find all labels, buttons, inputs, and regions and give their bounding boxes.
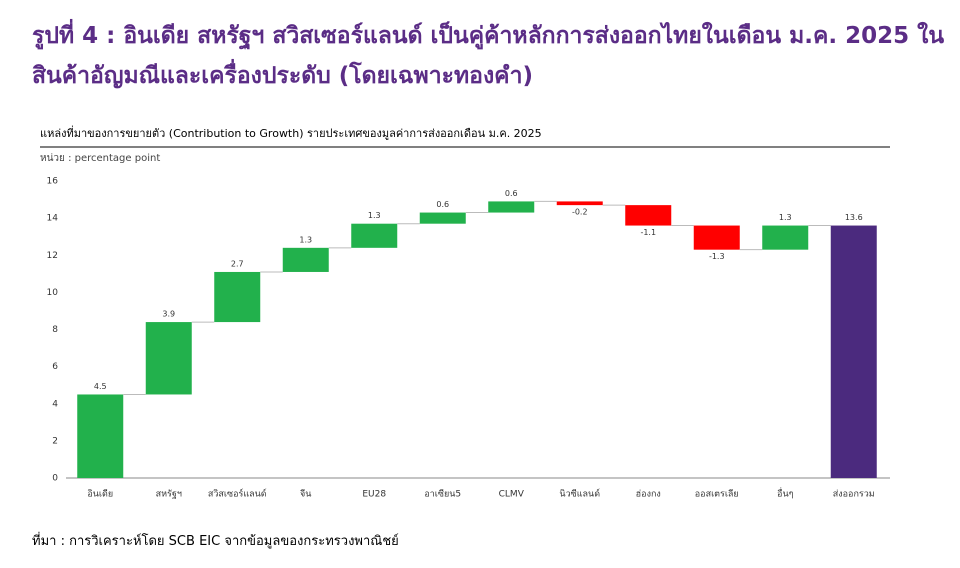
data-label: 1.3 [368, 211, 381, 220]
page-title: รูปที่ 4 : อินเดีย สหรัฐฯ สวิสเซอร์แลนด์… [32, 23, 945, 89]
x-tick-label: อินเดีย [87, 489, 113, 500]
data-label: -0.2 [572, 208, 588, 217]
x-tick-label: สหรัฐฯ [156, 490, 182, 500]
bar [351, 223, 398, 248]
y-tick-label: 6 [52, 362, 58, 372]
data-label: 2.7 [231, 259, 244, 268]
x-tick-label: นิวซีแลนด์ [559, 488, 600, 500]
x-tick-label: CLMV [499, 490, 525, 500]
data-label: -1.1 [640, 228, 656, 237]
x-tick-label: สวิสเซอร์แลนด์ [208, 488, 267, 500]
x-tick-label: ส่งออกรวม [833, 490, 875, 500]
bar [145, 322, 192, 395]
y-tick-label: 8 [52, 325, 58, 335]
x-tick-label: ฮ่องกง [636, 490, 661, 500]
y-tick-label: 2 [52, 436, 58, 446]
x-tick-label: อาเซียน5 [424, 489, 461, 500]
y-tick-label: 12 [47, 251, 58, 261]
y-tick-label: 4 [52, 399, 58, 409]
source: ที่มา : การวิเคราะห์โดย SCB EIC จากข้อมู… [32, 534, 399, 549]
unit-label: หน่วย : percentage point [40, 153, 160, 164]
data-label: 0.6 [505, 189, 518, 198]
data-label: -1.3 [709, 252, 725, 261]
bar [830, 225, 877, 478]
bar [625, 205, 672, 226]
data-label: 0.6 [436, 200, 449, 209]
x-tick-label: จีน [300, 489, 311, 500]
data-label: 1.3 [299, 235, 312, 244]
data-label: 3.9 [162, 310, 175, 319]
bar [556, 201, 603, 206]
x-tick-label: อื่นๆ [777, 487, 794, 500]
bar [762, 225, 809, 250]
y-tick-label: 14 [47, 214, 59, 224]
x-tick-label: EU28 [362, 490, 386, 500]
y-tick-label: 10 [47, 288, 59, 298]
y-tick-label: 16 [47, 177, 59, 187]
chart-title: แหล่งที่มาของการขยายตัว (Contribution to… [40, 125, 542, 140]
data-label: 4.5 [94, 382, 107, 391]
bar [214, 271, 261, 323]
data-label: 1.3 [779, 213, 792, 222]
data-label: 13.6 [845, 213, 863, 222]
y-tick-label: 0 [52, 474, 58, 484]
bar [419, 212, 466, 224]
bar [77, 394, 124, 478]
bar [693, 225, 740, 250]
x-tick-label: ออสเตรเลีย [695, 489, 739, 500]
bar [282, 247, 329, 272]
bar [488, 201, 535, 213]
